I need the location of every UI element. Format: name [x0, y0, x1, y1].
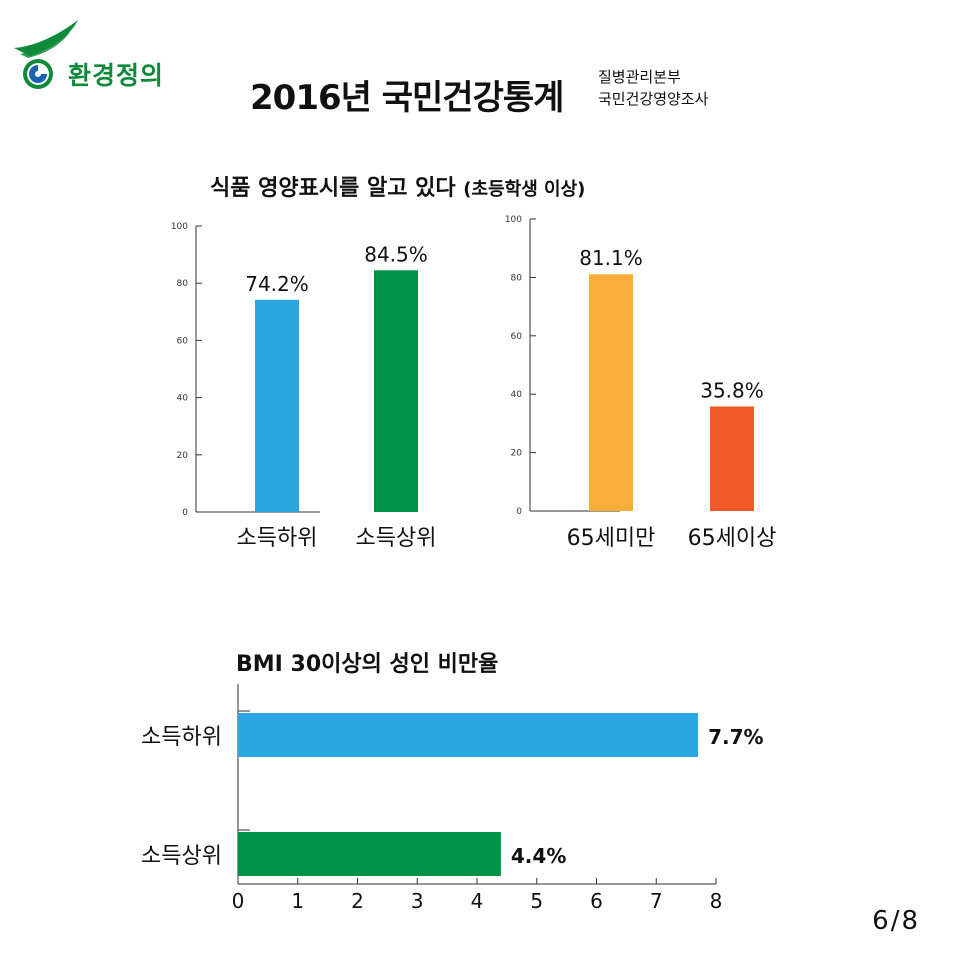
source-text: 질병관리본부 국민건강영양조사 [598, 66, 708, 110]
chart2-bar-0 [589, 274, 633, 511]
chart1-bar-0 [255, 299, 299, 512]
chart2-category-label-1: 65세이상 [688, 526, 777, 551]
logo-swoosh-icon [14, 20, 78, 56]
chart3-x-tick-label: 3 [411, 889, 424, 913]
chart3-title: BMI 30이상의 성인 비만율 [236, 652, 499, 677]
chart1-data-label-0: 74.2% [245, 272, 309, 296]
chart3-bar-1 [238, 832, 501, 876]
chart1-y-tick-label: 0 [182, 508, 188, 518]
chart2-y-tick-label: 60 [511, 332, 523, 342]
chart1-title-main: 식품 영양표시를 알고 있다 [210, 176, 456, 201]
chart3-x-tick-label: 4 [471, 889, 484, 913]
chart3-x-tick-label: 8 [710, 889, 723, 913]
page-title: 2016년 국민건강통계 [250, 78, 564, 118]
chart1-y-tick-label: 80 [177, 279, 189, 289]
chart1-y-tick-label: 60 [177, 336, 189, 346]
chart3-x-tick-label: 1 [291, 889, 304, 913]
chart3-x-tick-label: 0 [232, 889, 245, 913]
chart1-y-tick-label: 40 [177, 394, 189, 404]
chart1-category-label-0: 소득하위 [237, 526, 318, 551]
source-line-1: 질병관리본부 [598, 68, 681, 86]
chart2-category-label-0: 65세미만 [567, 526, 656, 551]
chart2-y-tick-label: 100 [505, 215, 522, 225]
chart3-category-label-0: 소득하위 [141, 725, 222, 750]
chart3-x-tick-label: 6 [590, 889, 603, 913]
source-line-2: 국민건강영양조사 [598, 90, 709, 108]
chart2-y-tick-label: 80 [511, 273, 523, 283]
chart1-y-tick-label: 20 [177, 451, 189, 461]
chart1-data-label-1: 84.5% [364, 242, 428, 266]
page-number: 6/8 [872, 906, 920, 936]
logo [14, 20, 78, 89]
chart1-y-tick-label: 100 [171, 222, 188, 232]
chart2-data-label-0: 81.1% [579, 246, 643, 270]
chart2-data-label-1: 35.8% [700, 378, 764, 402]
logo-text: 환경정의 [68, 61, 165, 90]
chart2-y-tick-label: 0 [516, 507, 522, 517]
chart3-category-label-1: 소득상위 [141, 844, 222, 869]
chart1-bar-1 [374, 270, 418, 512]
chart1-category-label-1: 소득상위 [356, 526, 437, 551]
chart2-y-tick-label: 20 [511, 449, 523, 459]
chart3-data-label-0: 7.7% [708, 725, 763, 749]
chart3-x-tick-label: 7 [650, 889, 663, 913]
chart1-title-sub: (초등학생 이상) [463, 179, 586, 200]
chart2-bar-1 [710, 406, 754, 511]
chart3-x-tick-label: 5 [530, 889, 543, 913]
chart3-data-label-1: 4.4% [511, 844, 566, 868]
chart2-y-tick-label: 40 [511, 390, 523, 400]
chart1-title: 식품 영양표시를 알고 있다 (초등학생 이상) [210, 170, 585, 202]
chart3-x-tick-label: 2 [351, 889, 364, 913]
chart3-bar-0 [238, 713, 699, 757]
